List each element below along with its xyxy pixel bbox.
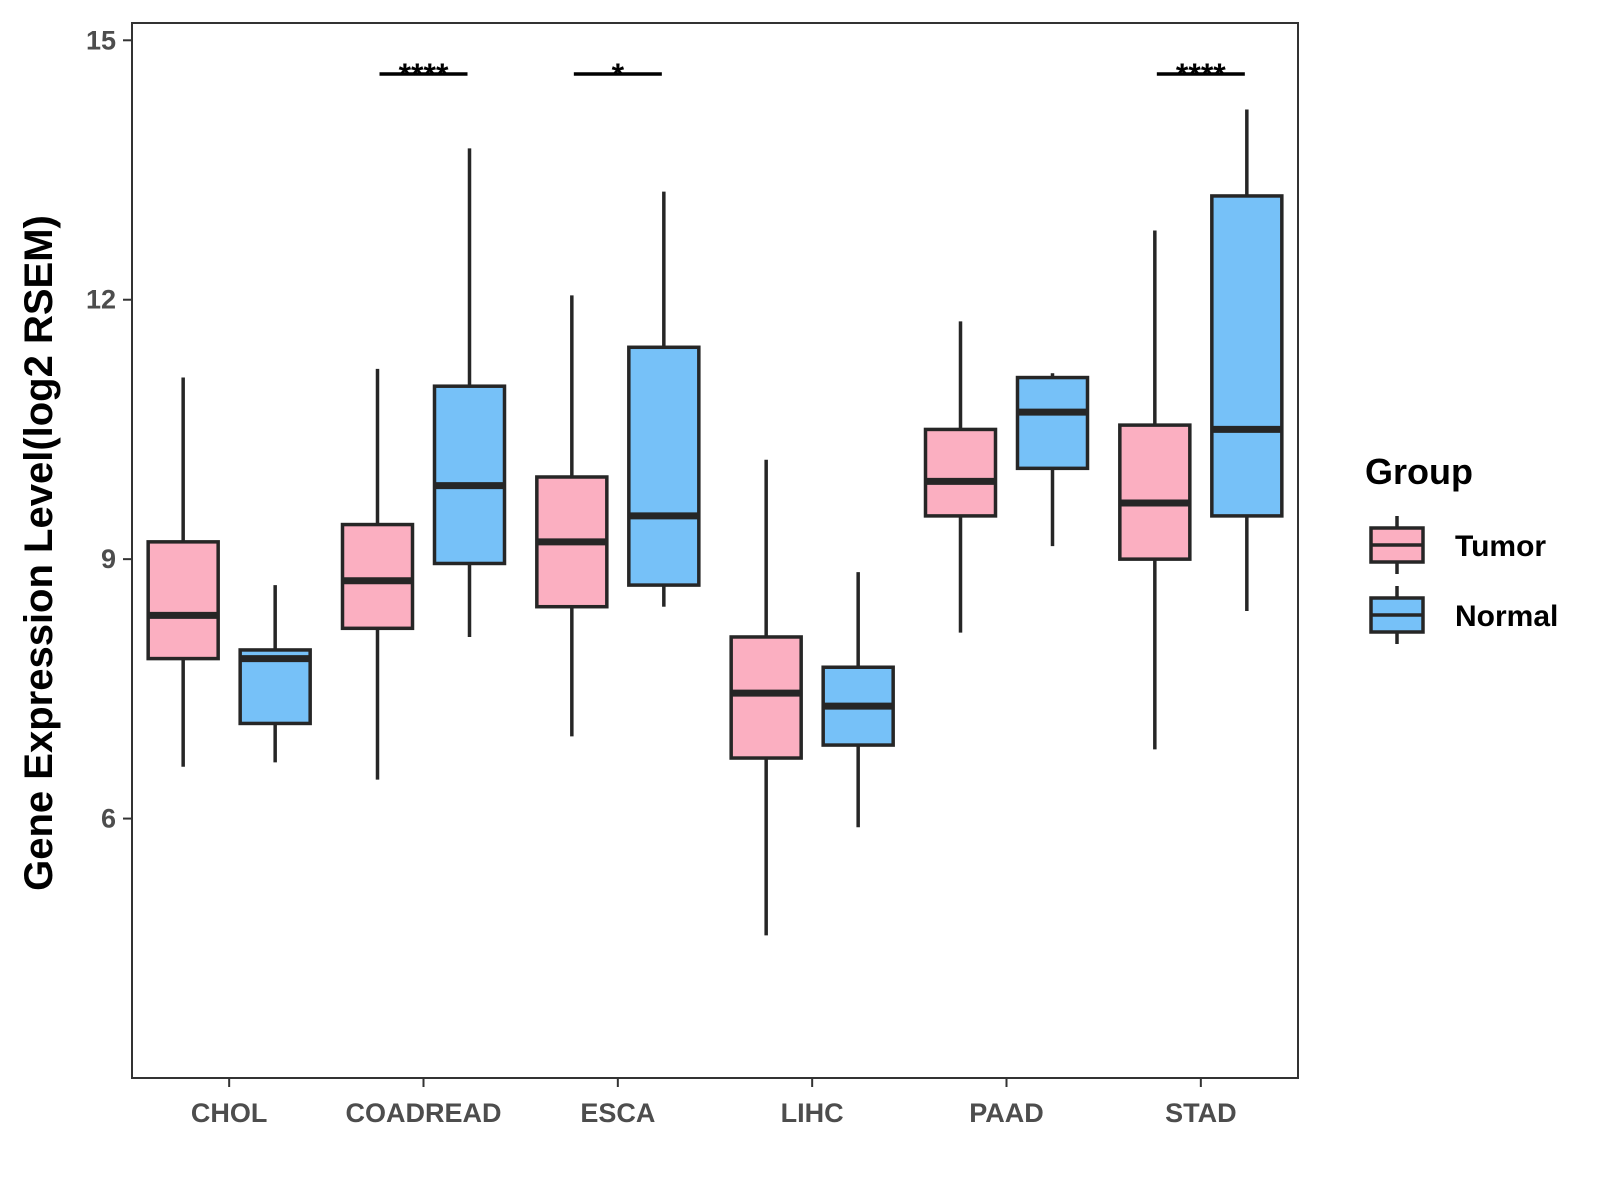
legend-label: Tumor: [1455, 530, 1546, 563]
legend-item-tumor: Tumor: [1369, 516, 1546, 574]
box-normal-paad: [1015, 373, 1090, 547]
legend-items: Tumor Normal: [1369, 516, 1558, 644]
significance-label: ****: [1176, 57, 1226, 93]
x-axis: CHOL COADREAD ESCA LIHC PAAD STAD: [191, 1078, 1237, 1128]
box-iqr: [1015, 375, 1090, 471]
significance-coadread: ****: [379, 57, 468, 93]
box-normal-stad: [1210, 109, 1284, 612]
plot-panel-border: [131, 22, 1299, 1079]
box-tumor-stad: [1118, 230, 1192, 750]
box-tumor-lihc: [729, 459, 803, 936]
x-tick-label-paad: PAAD: [969, 1098, 1044, 1128]
legend-title: Group: [1365, 451, 1473, 492]
y-tick-label: 15: [86, 25, 116, 55]
x-tick-label-stad: STAD: [1165, 1098, 1237, 1128]
box-tumor-chol: [146, 377, 220, 767]
y-tick-label: 6: [101, 804, 116, 834]
box-iqr: [729, 635, 803, 760]
box-iqr: [627, 345, 701, 587]
y-axis-title: Gene Expression Level(log2 RSEM): [17, 215, 61, 891]
boxes-layer: [146, 109, 1284, 936]
box-normal-esca: [627, 191, 701, 607]
significance-esca: *: [573, 57, 662, 93]
x-tick-label-chol: CHOL: [191, 1098, 268, 1128]
box-normal-lihc: [821, 572, 895, 828]
box-normal-coadread: [432, 148, 507, 637]
significance-label: ****: [399, 57, 449, 93]
x-tick-label-coadread: COADREAD: [345, 1098, 501, 1128]
legend-label: Normal: [1455, 600, 1558, 633]
significance-annotations: **** * ****: [379, 57, 1245, 93]
box-iqr: [238, 648, 312, 726]
box-iqr: [923, 427, 998, 518]
box-iqr: [146, 540, 220, 661]
box-iqr: [1210, 194, 1284, 518]
significance-label: *: [612, 57, 625, 93]
box-iqr: [432, 384, 507, 566]
y-tick-label: 12: [86, 285, 116, 315]
significance-stad: ****: [1156, 57, 1245, 93]
box-tumor-esca: [535, 295, 609, 737]
y-axis: 6 9 12 15: [86, 25, 132, 834]
x-tick-label-esca: ESCA: [580, 1098, 655, 1128]
box-tumor-coadread: [340, 368, 415, 780]
x-tick-label-lihc: LIHC: [781, 1098, 844, 1128]
legend: Group Tumor Normal: [1365, 451, 1558, 644]
box-normal-chol: [238, 585, 312, 763]
box-iqr: [1118, 423, 1192, 561]
box-tumor-paad: [923, 321, 998, 633]
y-tick-label: 9: [101, 544, 116, 574]
legend-item-normal: Normal: [1369, 586, 1558, 644]
box-iqr: [340, 522, 415, 631]
